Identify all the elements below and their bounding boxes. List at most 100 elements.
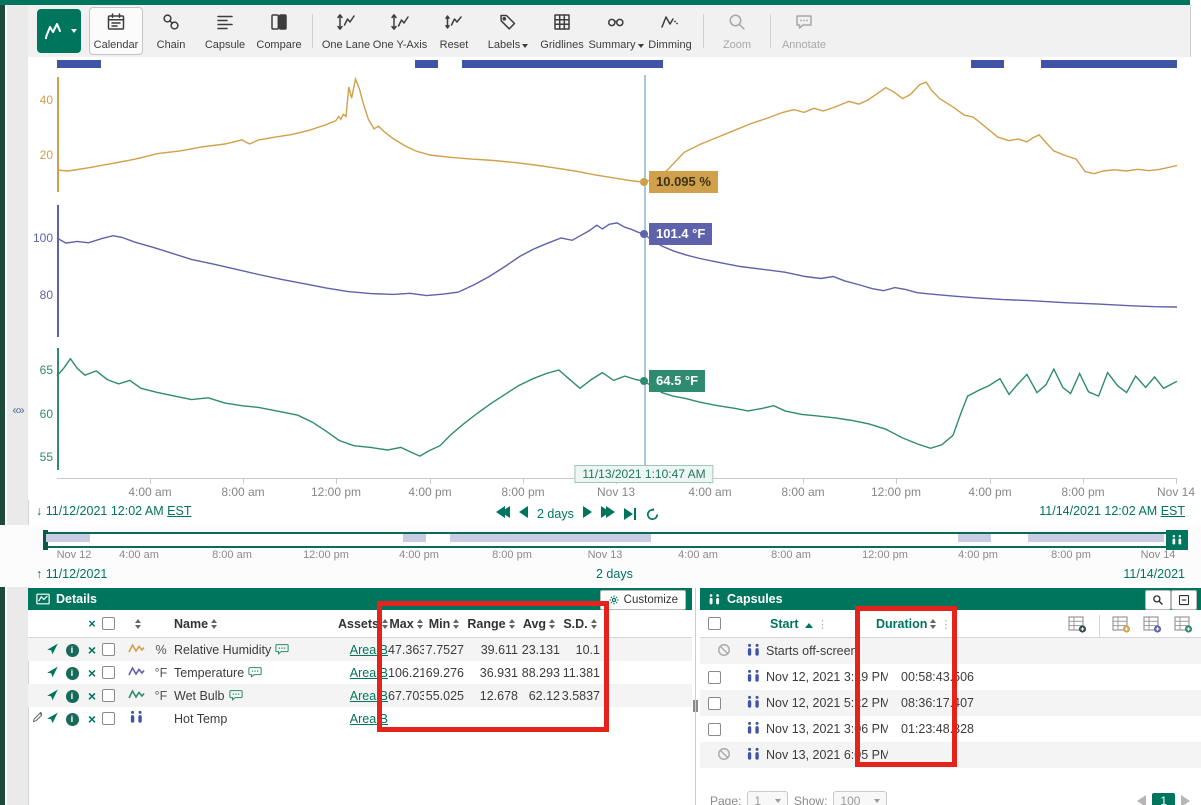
capsule-checkbox[interactable] [708, 722, 721, 736]
asset-link[interactable]: Area B [349, 642, 388, 657]
info-icon[interactable]: i [62, 688, 82, 703]
add-max-column-button[interactable] [1112, 616, 1131, 636]
refresh-icon[interactable] [645, 507, 660, 522]
add-avg-column-button[interactable] [1143, 616, 1162, 636]
select-all-checkbox[interactable] [102, 617, 115, 630]
column-header-max[interactable]: Max [388, 617, 424, 631]
chart-cursor-line[interactable] [644, 75, 646, 470]
show-select[interactable]: 100 [833, 791, 888, 805]
series-relative-humidity[interactable] [56, 76, 1178, 183]
row-checkbox[interactable] [102, 689, 115, 702]
capsule-row[interactable]: Nov 12, 2021 3:19 PM 00:58:43.506 [700, 664, 1201, 690]
toolbar-one-lane-button[interactable]: One Lane [320, 8, 372, 54]
row-checkbox[interactable] [102, 712, 115, 725]
column-header-sd[interactable]: S.D. [560, 617, 600, 631]
toolbar-summary-button[interactable]: Summary [588, 8, 644, 54]
toolbar-labels-button[interactable]: Labels [482, 8, 534, 54]
capsule-row[interactable]: Nov 13, 2021 3:06 PM 01:23:48.328 [700, 716, 1201, 742]
details-row[interactable]: i × Hot Temp Area B [28, 707, 692, 730]
remove-icon[interactable]: × [87, 664, 97, 681]
details-row[interactable]: i ×% Relative Humidity Area B 47.363 7.7527 39… [28, 638, 692, 661]
asset-link[interactable]: Area B [349, 665, 388, 680]
remove-icon[interactable]: × [87, 687, 97, 704]
prev-page-button[interactable] [1137, 795, 1147, 805]
item-name: Relative Humidity [174, 642, 272, 657]
step-forward-button[interactable] [582, 505, 592, 523]
capsule-icon [740, 721, 766, 738]
page-select[interactable]: 1 [747, 791, 789, 805]
current-page-badge[interactable]: 1 [1152, 793, 1175, 805]
comment-icon[interactable] [244, 666, 262, 680]
capsules-search-button[interactable] [1145, 590, 1171, 610]
series-temperature[interactable] [56, 222, 1178, 308]
x-axis-tick [150, 478, 151, 484]
timebar-capsule-flag[interactable] [1166, 530, 1188, 550]
row-checkbox[interactable] [102, 666, 115, 679]
row-checkbox[interactable] [102, 643, 115, 656]
panel-divider[interactable] [695, 588, 696, 805]
capsule-checkbox[interactable] [708, 670, 721, 684]
timebar-capsule-segment [1028, 534, 1164, 542]
next-page-button[interactable] [1181, 795, 1190, 805]
details-row[interactable]: i × °F Wet Bulb Area B 67.703 55.025 12.678 62.1… [28, 684, 692, 707]
timezone-link[interactable]: EST [167, 504, 192, 518]
panel-divider-handle[interactable] [692, 698, 699, 714]
step-to-end-button[interactable] [623, 508, 637, 520]
capsules-collapse-button[interactable] [1171, 590, 1197, 610]
capsule-row[interactable]: Starts off-screen [700, 638, 1201, 664]
add-column-button[interactable] [1068, 616, 1087, 636]
add-min-column-button[interactable] [1174, 616, 1193, 636]
timebar-tick-label: Nov 13 [587, 549, 623, 561]
toolbar-reset-button[interactable]: Reset [428, 8, 480, 54]
remove-icon[interactable]: × [87, 641, 97, 658]
column-header-avg[interactable]: Avg [518, 617, 560, 631]
sidebar-collapse-control[interactable]: «» [12, 403, 24, 417]
toolbar-one-y-axis-button[interactable]: One Y-Axis [373, 8, 427, 54]
column-header-range[interactable]: Range [464, 617, 518, 631]
remove-all-button[interactable]: × [88, 616, 96, 631]
comment-icon[interactable] [271, 643, 289, 657]
capsule-row[interactable]: Nov 13, 2021 6:05 PM [700, 742, 1201, 768]
table-cell [708, 747, 740, 764]
toolbar-dimming-button[interactable]: Dimming [644, 8, 696, 54]
table-cell: Name [174, 617, 310, 631]
toolbar-calendar-button[interactable]: Calendar [89, 7, 143, 55]
capsule-checkbox[interactable] [708, 696, 721, 710]
pin-icon[interactable] [42, 688, 62, 704]
step-forward-much-button[interactable] [600, 505, 615, 523]
customize-button[interactable]: Customize [599, 590, 686, 610]
capsule-icon [709, 593, 720, 604]
info-icon[interactable]: i [62, 711, 82, 726]
capsule-row[interactable]: Nov 12, 2021 5:22 PM 08:36:17.407 [700, 690, 1201, 716]
comment-icon[interactable] [225, 689, 243, 703]
step-back-much-button[interactable] [496, 505, 510, 523]
toolbar-capsule-label: Capsule [204, 39, 246, 51]
series-wet-bulb[interactable] [56, 357, 1178, 457]
toolbar-compare-button[interactable]: Compare [253, 8, 305, 54]
info-icon[interactable]: i [62, 665, 82, 680]
toolbar-capsule-button[interactable]: Capsule [199, 8, 251, 54]
sort-icon [930, 619, 937, 629]
column-header-duration[interactable]: Duration ⋮ [876, 616, 952, 631]
timezone-link-end[interactable]: EST [1160, 504, 1185, 518]
capsule-icon [740, 695, 766, 712]
range-duration-label[interactable]: 2 days [537, 507, 574, 521]
toolbar-chain-button[interactable]: Chain [145, 8, 197, 54]
info-icon[interactable]: i [62, 642, 82, 657]
pin-icon[interactable] [42, 711, 62, 727]
remove-icon[interactable]: × [87, 710, 97, 727]
details-row[interactable]: i × °F Temperature Area B 106.21 69.276 36.931 8… [28, 661, 692, 684]
capsules-select-all-checkbox[interactable] [708, 617, 721, 630]
trend-view-button[interactable] [37, 9, 81, 53]
timebar-left-handle[interactable] [43, 530, 48, 550]
asset-link[interactable]: Area B [349, 711, 388, 726]
column-header-start[interactable]: Start ⋮ [770, 616, 828, 631]
column-header-min[interactable]: Min [424, 617, 464, 631]
pin-icon[interactable] [42, 642, 62, 658]
toolbar-gridlines-button[interactable]: Gridlines [536, 8, 588, 54]
edit-pencil-icon[interactable] [32, 711, 42, 726]
step-back-button[interactable] [519, 505, 528, 523]
header-divider [1099, 615, 1100, 637]
pin-icon[interactable] [42, 665, 62, 681]
asset-link[interactable]: Area B [349, 688, 388, 703]
